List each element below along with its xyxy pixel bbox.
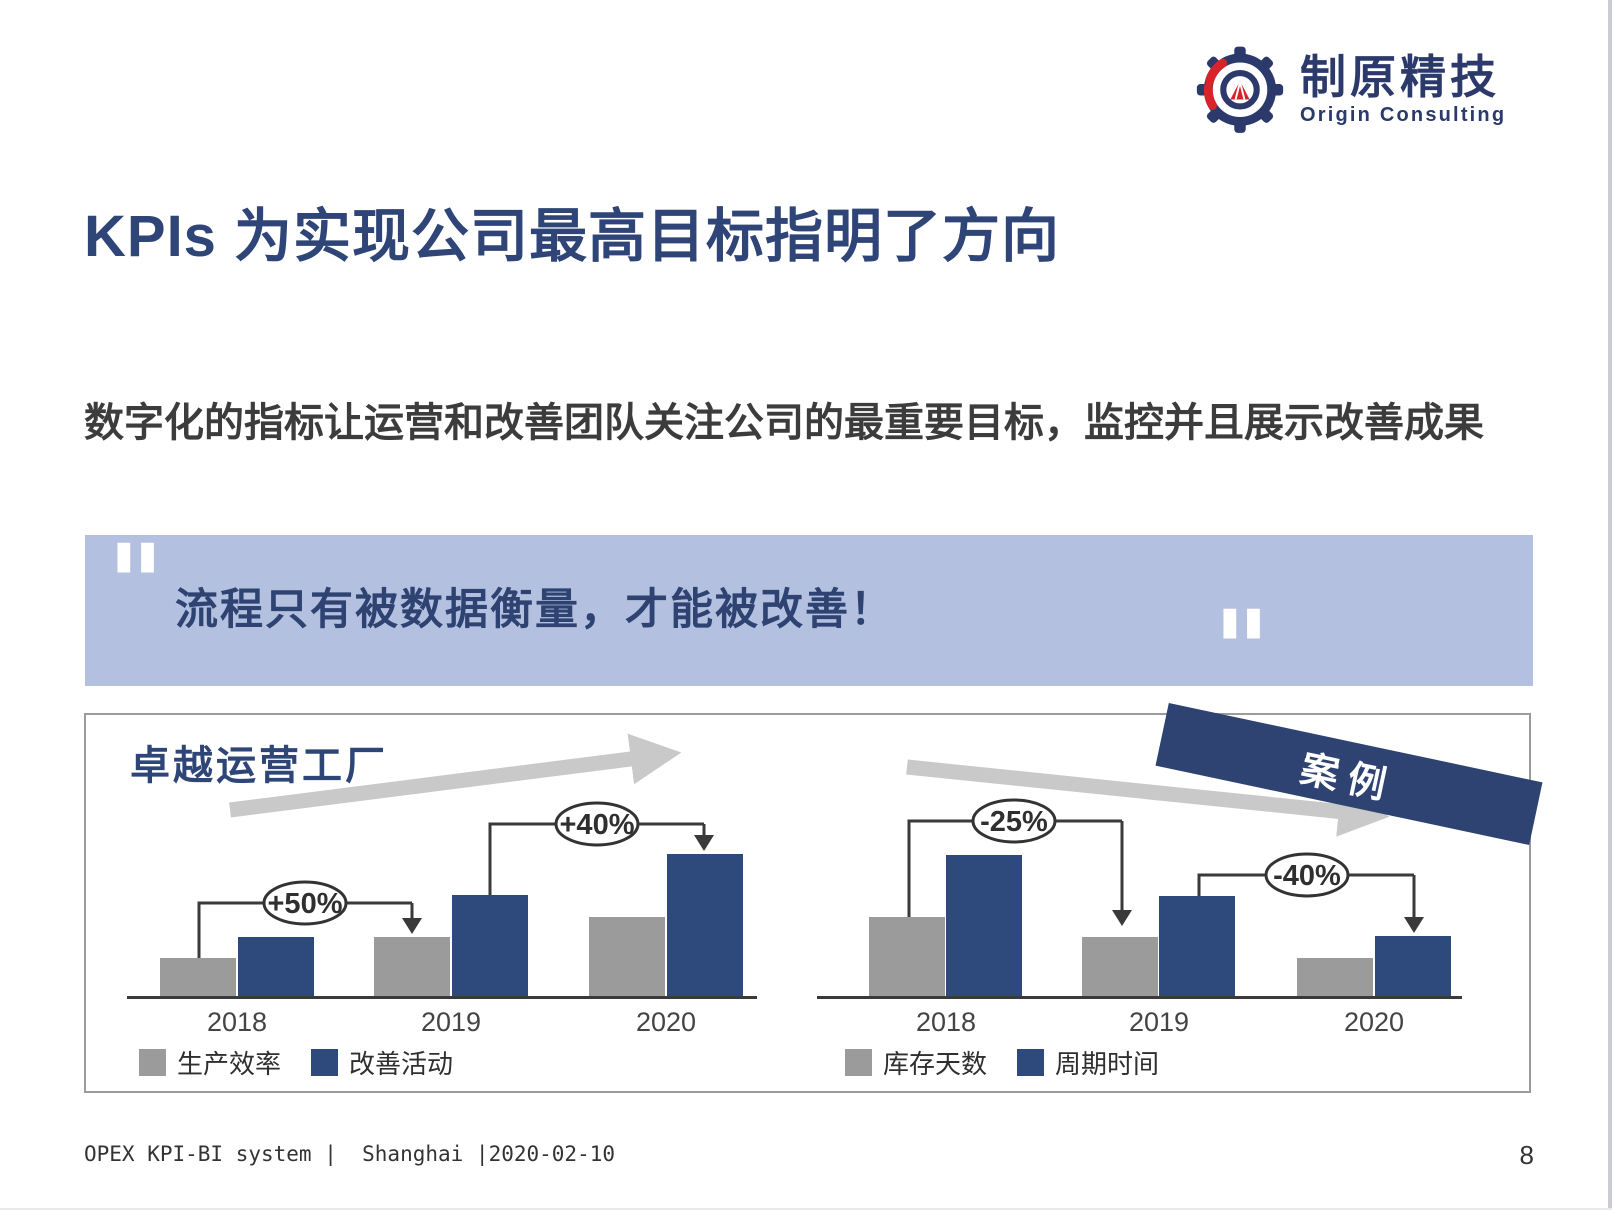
annotation-label: -25%: [980, 806, 1048, 838]
page-title: KPIs 为实现公司最高目标指明了方向: [84, 203, 1061, 269]
legend-label: 周期时间: [1055, 1049, 1160, 1079]
legend-label: 改善活动: [349, 1049, 454, 1079]
annotation-badge: [262, 880, 348, 926]
bar-生产效率: [589, 917, 665, 998]
slide-bottom-edge: [0, 1208, 1612, 1210]
legend-item: 库存天数: [845, 1044, 987, 1081]
annotation-badge: [971, 798, 1057, 844]
x-axis: [127, 996, 757, 999]
annotation-arrowhead-icon: [694, 835, 714, 851]
case-study-panel: 卓越运营工厂 +50% +40% -25% -40% 案例 2018 2019 2020 生…: [84, 702, 1543, 1093]
chart-overlay: +50% +40% -25% -40%: [197, 733, 1424, 958]
bar-库存天数: [1297, 958, 1373, 998]
open-quote-mark: ": [107, 521, 165, 649]
annotation-label: +40%: [560, 809, 635, 841]
page-number: 8: [1519, 1140, 1534, 1170]
x-tick-label: 2020: [635, 1007, 697, 1037]
legend-swatch: [845, 1049, 872, 1076]
bar-周期时间: [1375, 936, 1451, 998]
legend-swatch: [1017, 1049, 1045, 1076]
bar-生产效率: [374, 937, 450, 998]
close-quote-mark: ": [1213, 587, 1271, 715]
gear-logo-icon: [1196, 46, 1284, 133]
annotation-arrowhead-icon: [1112, 910, 1132, 926]
bar-周期时间: [946, 855, 1022, 998]
x-tick-label: 2020: [1343, 1007, 1405, 1037]
bar-库存天数: [1082, 937, 1158, 998]
legend-swatch: [311, 1049, 339, 1076]
chart-title: 卓越运营工厂: [130, 743, 388, 788]
bar-改善活动: [667, 854, 743, 998]
annotation-label: -40%: [1273, 860, 1341, 892]
quote-text: 流程只有被数据衡量，才能被改善！: [175, 586, 895, 634]
body-text: 数字化的指标让运营和改善团队关注公司的最重要目标，监控并且展示改善成果: [84, 401, 1484, 445]
legend-item: 改善活动: [311, 1044, 453, 1081]
slide-right-edge: [1608, 0, 1612, 1210]
legend-item: 周期时间: [1017, 1044, 1159, 1081]
annotation-badge: [554, 801, 640, 847]
legend-label: 库存天数: [883, 1049, 988, 1079]
bar-库存天数: [869, 917, 945, 998]
logo-company-name: 制原精技: [1300, 51, 1500, 103]
bar-改善活动: [452, 895, 528, 998]
quote-banner: " 流程只有被数据衡量，才能被改善！ ": [85, 521, 1533, 715]
legend-item: 生产效率: [139, 1044, 281, 1081]
x-tick-label: 2019: [1128, 1007, 1190, 1037]
logo-text: 制原精技 Origin Consulting: [1300, 54, 1506, 127]
x-axis: [817, 996, 1462, 999]
bar-周期时间: [1159, 896, 1235, 998]
x-tick-label: 2019: [420, 1007, 482, 1037]
bar-生产效率: [160, 958, 236, 998]
x-tick-label: 2018: [206, 1007, 268, 1037]
legend-label: 生产效率: [177, 1049, 282, 1079]
uptrend-arrow: [229, 733, 682, 818]
logo-company-name-en: Origin Consulting: [1300, 104, 1507, 126]
bar-改善活动: [238, 937, 314, 998]
legend: 生产效率 改善活动: [139, 1044, 453, 1081]
annotation-label: +50%: [268, 888, 343, 920]
annotation-badge: [1264, 852, 1350, 898]
logo: 制原精技 Origin Consulting: [1196, 42, 1506, 134]
footer-text: OPEX KPI-BI system | Shanghai |2020-02-1…: [84, 1142, 616, 1166]
x-tick-label: 2018: [915, 1007, 977, 1037]
downtrend-arrow: [906, 759, 1390, 837]
annotation-arrowhead-icon: [1404, 917, 1424, 933]
legend: 库存天数 周期时间: [845, 1044, 1159, 1081]
legend-swatch: [139, 1049, 166, 1076]
annotation-arrowhead-icon: [402, 918, 422, 934]
